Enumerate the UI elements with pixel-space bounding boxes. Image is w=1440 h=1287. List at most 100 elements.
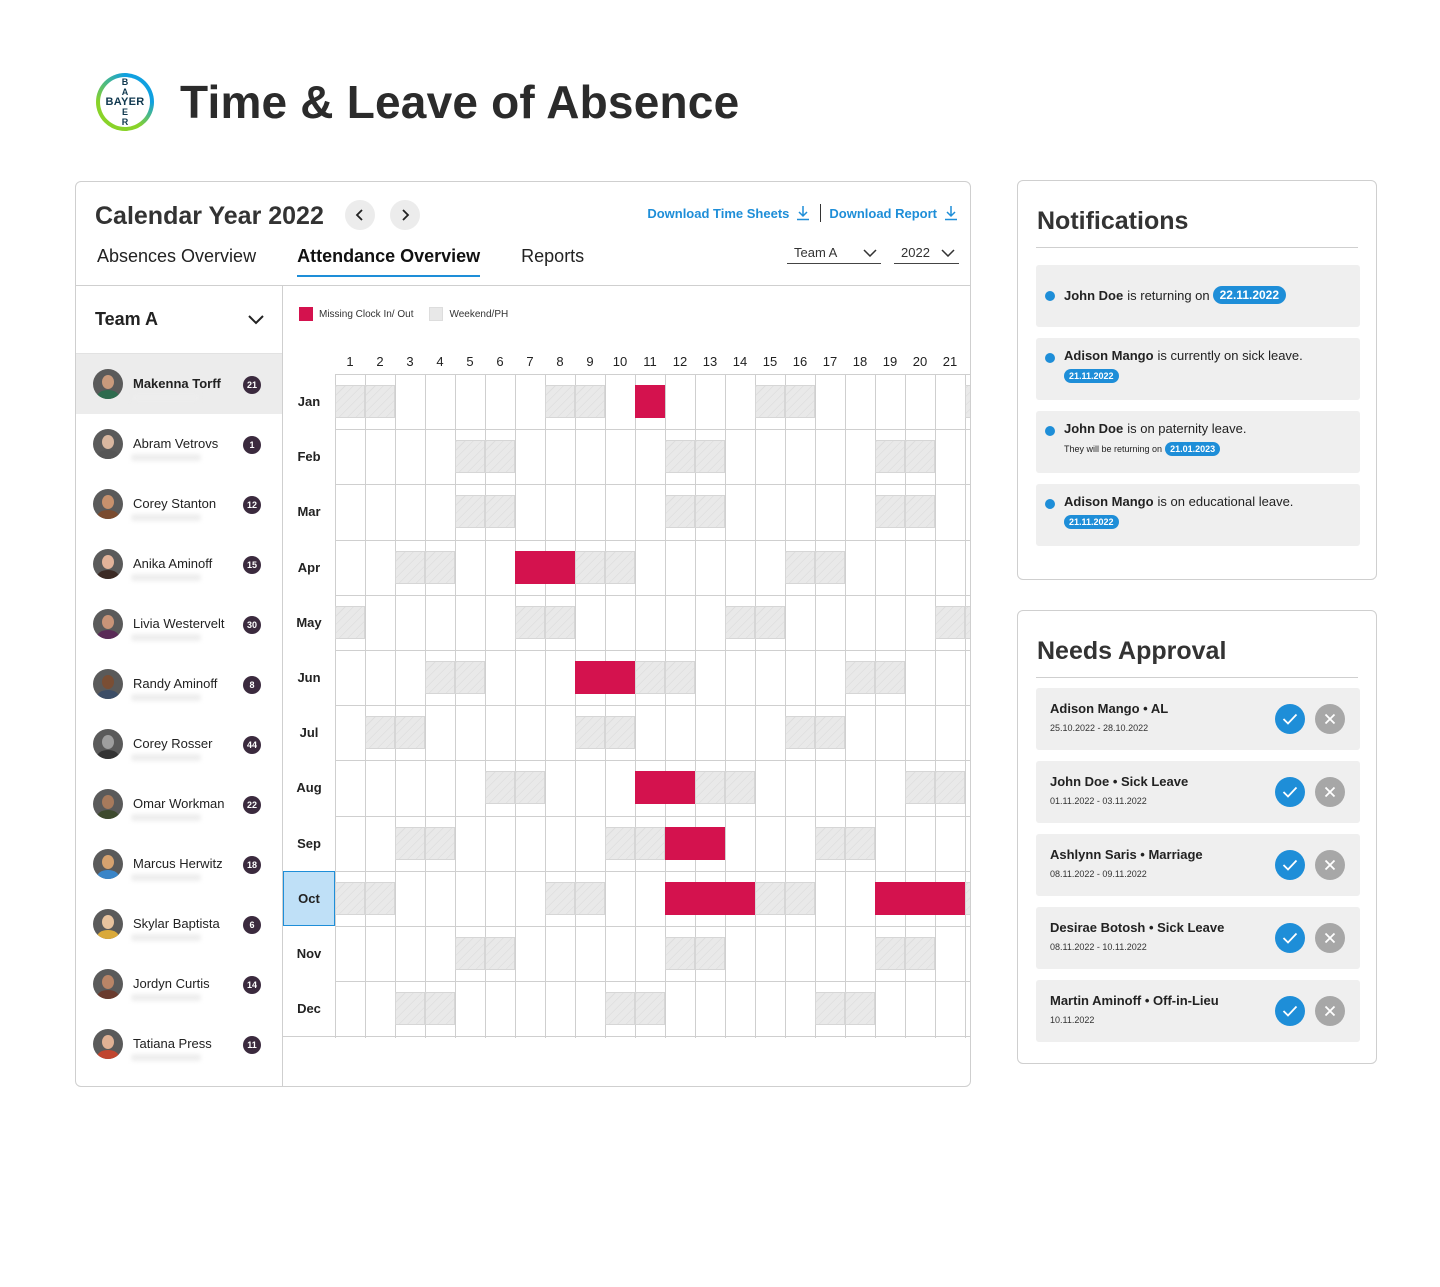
weekend-cell <box>935 606 965 639</box>
missing-clock-cell[interactable] <box>695 882 725 915</box>
reject-button[interactable] <box>1315 996 1345 1026</box>
team-filter-select[interactable]: Team A <box>787 242 881 264</box>
close-icon <box>1324 713 1336 725</box>
member-subtitle-blurred <box>131 754 201 761</box>
missing-clock-cell[interactable] <box>635 771 665 804</box>
weekend-cell <box>845 992 875 1025</box>
reject-button[interactable] <box>1315 850 1345 880</box>
calendar-year-title: Calendar Year 2022 <box>95 202 324 230</box>
member-subtitle-blurred <box>131 994 201 1001</box>
grid-column-line <box>875 374 876 1038</box>
day-header: 19 <box>882 354 898 369</box>
approve-button[interactable] <box>1275 704 1305 734</box>
month-row-jan[interactable]: Jan <box>297 394 321 409</box>
reject-button[interactable] <box>1315 777 1345 807</box>
month-row-feb[interactable]: Feb <box>297 449 321 464</box>
download-time-sheets-link[interactable]: Download Time Sheets <box>647 205 810 221</box>
missing-clock-cell[interactable] <box>575 661 605 694</box>
team-member-row[interactable]: Marcus Herwitz 18 <box>76 834 282 894</box>
notification-text: Adison Mango is currently on sick leave. <box>1064 348 1303 363</box>
notification-item[interactable]: Adison Mango is currently on sick leave. 2… <box>1036 338 1360 400</box>
date-badge: 21.11.2022 <box>1064 515 1119 529</box>
team-select-dropdown[interactable]: Team A <box>76 286 282 354</box>
month-row-aug[interactable]: Aug <box>296 780 322 795</box>
team-member-row[interactable]: Livia Westervelt 30 <box>76 594 282 654</box>
member-name: Marcus Herwitz <box>133 856 223 871</box>
weekend-cell <box>395 716 425 749</box>
team-member-row[interactable]: Corey Stanton 12 <box>76 474 282 534</box>
month-row-jun[interactable]: Jun <box>297 670 321 685</box>
missing-clock-cell[interactable] <box>725 882 755 915</box>
missing-clock-cell[interactable] <box>665 771 695 804</box>
grid-column-line <box>635 374 636 1038</box>
missing-clock-cell[interactable] <box>515 551 545 584</box>
weekend-cell <box>365 716 395 749</box>
approve-button[interactable] <box>1275 850 1305 880</box>
tab-reports[interactable]: Reports <box>521 246 585 266</box>
grid-row-line <box>335 926 970 927</box>
team-member-row[interactable]: Corey Rosser 44 <box>76 714 282 774</box>
approval-title: John Doe • Sick Leave <box>1050 774 1189 789</box>
missing-clock-cell[interactable] <box>935 882 965 915</box>
day-header: 8 <box>556 354 564 369</box>
download-report-link[interactable]: Download Report <box>829 205 958 221</box>
month-row-jul[interactable]: Jul <box>299 725 319 740</box>
team-select-label: Team A <box>95 309 159 329</box>
team-member-row[interactable]: Abram Vetrovs 1 <box>76 414 282 474</box>
month-row-may[interactable]: May <box>296 615 322 630</box>
next-year-button[interactable] <box>390 200 420 230</box>
avatar <box>93 729 123 759</box>
month-row-apr[interactable]: Apr <box>297 560 321 575</box>
notification-item[interactable]: John Doe is returning on 22.11.2022 <box>1036 265 1360 327</box>
weekend-cell <box>965 882 970 915</box>
notification-item[interactable]: John Doe is on paternity leave. They will … <box>1036 411 1360 473</box>
weekend-cell <box>935 771 965 804</box>
team-member-row[interactable]: Makenna Torff 21 <box>76 354 282 414</box>
approval-request: Ashlynn Saris • Marriage 08.11.2022 - 09.… <box>1036 834 1360 896</box>
month-row-mar[interactable]: Mar <box>297 504 321 519</box>
missing-clock-cell[interactable] <box>605 661 635 694</box>
team-member-row[interactable]: Tatiana Press 11 <box>76 1014 282 1074</box>
check-icon <box>1282 1005 1298 1017</box>
day-header: 15 <box>762 354 778 369</box>
missing-clock-cell[interactable] <box>665 827 695 860</box>
notification-subtext: 21.11.2022 <box>1061 515 1119 529</box>
close-icon <box>1324 932 1336 944</box>
grid-column-line <box>725 374 726 1038</box>
approve-button[interactable] <box>1275 777 1305 807</box>
avatar <box>93 669 123 699</box>
missing-clock-cell[interactable] <box>875 882 905 915</box>
month-row-sep[interactable]: Sep <box>297 836 321 851</box>
team-member-row[interactable]: Skylar Baptista 6 <box>76 894 282 954</box>
previous-year-button[interactable] <box>345 200 375 230</box>
weekend-cell <box>785 385 815 418</box>
approve-button[interactable] <box>1275 996 1305 1026</box>
tab-absences-overview[interactable]: Absences Overview <box>97 246 257 266</box>
reject-button[interactable] <box>1315 923 1345 953</box>
team-member-row[interactable]: Jordyn Curtis 14 <box>76 954 282 1014</box>
missing-clock-cell[interactable] <box>545 551 575 584</box>
team-member-row[interactable]: Anika Aminoff 15 <box>76 534 282 594</box>
missing-clock-cell[interactable] <box>905 882 935 915</box>
missing-clock-cell[interactable] <box>665 882 695 915</box>
avatar-face <box>102 795 114 809</box>
notification-item[interactable]: Adison Mango is on educational leave. 21.1… <box>1036 484 1360 546</box>
month-row-oct[interactable]: Oct <box>283 871 335 926</box>
team-member-row[interactable]: Omar Workman 22 <box>76 774 282 834</box>
tab-attendance-overview[interactable]: Attendance Overview <box>297 246 481 277</box>
team-member-row[interactable]: Randy Aminoff 8 <box>76 654 282 714</box>
year-filter-select[interactable]: 2022 <box>894 242 959 264</box>
weekend-cell <box>395 551 425 584</box>
day-header: 13 <box>702 354 718 369</box>
missing-clock-cell[interactable] <box>695 827 725 860</box>
month-row-nov[interactable]: Nov <box>296 946 322 961</box>
weekend-cell <box>695 495 725 528</box>
day-header: 14 <box>732 354 748 369</box>
missing-clock-cell[interactable] <box>635 385 665 418</box>
member-subtitle-blurred <box>131 454 201 461</box>
month-row-dec[interactable]: Dec <box>297 1001 321 1016</box>
unread-dot <box>1045 499 1055 509</box>
reject-button[interactable] <box>1315 704 1345 734</box>
grid-row-line <box>335 595 970 596</box>
approve-button[interactable] <box>1275 923 1305 953</box>
